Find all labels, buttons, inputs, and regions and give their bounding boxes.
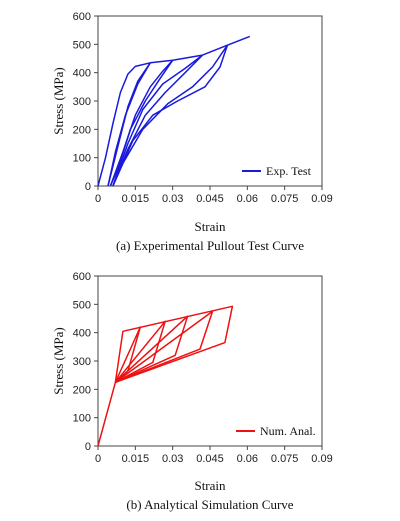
x-tick-label-a: 0.09 — [311, 193, 332, 205]
y-tick-label-b: 100 — [73, 413, 91, 425]
series-line-a-4 — [109, 59, 174, 187]
legend-label-a: Exp. Test — [266, 164, 312, 178]
curves-a — [97, 35, 251, 187]
x-tick-label-b: 0.06 — [237, 453, 258, 465]
y-tick-label-a: 200 — [73, 124, 91, 136]
x-tick-label-a: 0.015 — [122, 193, 150, 205]
series-line-b-0 — [97, 305, 234, 447]
x-tick-label-a: 0 — [95, 193, 101, 205]
y-tick-label-a: 100 — [73, 153, 91, 165]
legend-a: Exp. Test — [242, 164, 312, 178]
x-tick-label-b: 0.03 — [162, 453, 183, 465]
y-axis-label-b: Stress (MPa) — [51, 327, 66, 395]
y-tick-label-a: 500 — [73, 39, 91, 51]
axes-a: 0 0.015 0.03 0.045 0.06 0.075 0.09 0 100 200 300 40… — [73, 11, 333, 205]
series-line-a-2 — [107, 62, 151, 187]
x-axis-label-b: Strain — [194, 478, 226, 493]
x-tick-label-a: 0.075 — [271, 193, 299, 205]
curves-b — [97, 305, 234, 447]
y-tick-label-b: 0 — [85, 441, 91, 453]
series-line-b-3 — [114, 315, 189, 383]
x-tick-label-b: 0.075 — [271, 453, 299, 465]
y-tick-label-a: 400 — [73, 68, 91, 80]
x-tick-label-b: 0.09 — [311, 453, 332, 465]
legend-label-b: Num. Anal. — [260, 424, 316, 438]
y-tick-label-b: 600 — [73, 271, 91, 283]
y-axis-label-a: Stress (MPa) — [51, 67, 66, 135]
chart-b: 0 0.015 0.03 0.045 0.06 0.075 0.09 0 100 200 300 40… — [51, 271, 333, 512]
x-axis-label-a: Strain — [194, 219, 226, 234]
legend-b: Num. Anal. — [236, 424, 316, 438]
y-tick-label-a: 0 — [85, 181, 91, 193]
series-line-a-0 — [97, 35, 251, 187]
series-line-b-4 — [114, 310, 214, 383]
y-tick-label-a: 300 — [73, 96, 91, 108]
axes-b: 0 0.015 0.03 0.045 0.06 0.075 0.09 0 100 200 300 40… — [73, 271, 333, 465]
x-tick-label-b: 0.015 — [122, 453, 150, 465]
x-tick-label-a: 0.03 — [162, 193, 183, 205]
plot-area-a — [97, 15, 323, 187]
x-tick-label-a: 0.06 — [237, 193, 258, 205]
caption-b: (b) Analytical Simulation Curve — [126, 497, 293, 512]
y-tick-label-b: 500 — [73, 299, 91, 311]
y-tick-label-b: 300 — [73, 356, 91, 368]
x-tick-label-b: 0 — [95, 453, 101, 465]
x-tick-label-b: 0.045 — [196, 453, 224, 465]
series-line-a-8 — [112, 44, 229, 187]
y-tick-label-b: 200 — [73, 384, 91, 396]
chart-a: 0 0.015 0.03 0.045 0.06 0.075 0.09 0 100 200 300 40… — [51, 11, 333, 253]
series-line-a-3 — [109, 59, 174, 187]
y-tick-label-b: 400 — [73, 328, 91, 340]
y-tick-label-a: 600 — [73, 11, 91, 23]
series-line-a-5 — [112, 54, 204, 187]
x-tick-label-a: 0.045 — [196, 193, 224, 205]
plot-area-b — [97, 275, 323, 447]
series-line-a-6 — [112, 54, 203, 187]
caption-a: (a) Experimental Pullout Test Curve — [116, 238, 304, 253]
